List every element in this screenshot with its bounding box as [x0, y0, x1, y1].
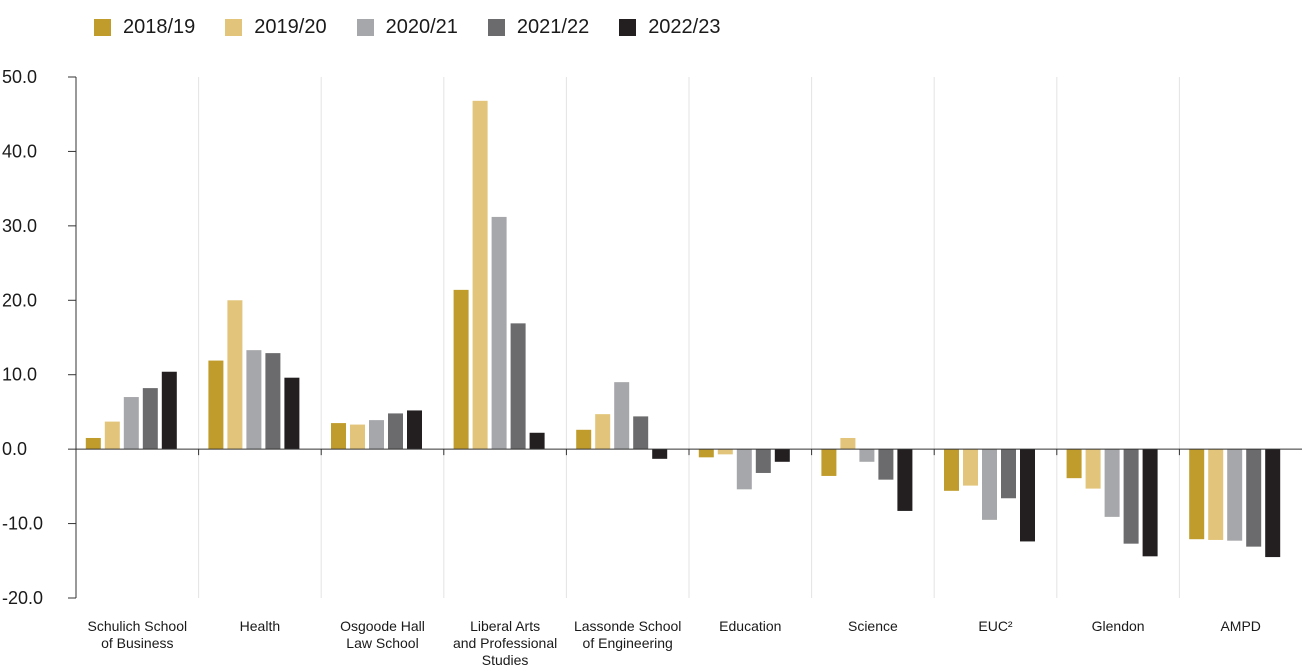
x-category-label: Lassonde School [574, 618, 681, 634]
bar-2020-21-4 [614, 382, 630, 450]
x-category-label: of Engineering [583, 635, 673, 651]
bar-2020-21-1 [246, 350, 262, 450]
bar-2021-22-6 [878, 449, 894, 480]
bar-2019-20-4 [595, 414, 611, 450]
bar-2022-23-8 [1142, 449, 1158, 557]
y-tick-label: 50.0 [2, 67, 37, 87]
x-category-label: AMPD [1220, 618, 1260, 634]
bar-2019-20-2 [350, 424, 365, 450]
bar-2021-22-5 [755, 449, 771, 473]
legend-item-2019-20: 2019/20 [225, 16, 327, 39]
legend-label-2022-23: 2022/23 [648, 16, 721, 38]
bar-2019-20-8 [1085, 449, 1101, 489]
bar-2019-20-5 [717, 449, 733, 455]
bar-2018-19-0 [85, 437, 101, 450]
legend-label-2020-21: 2020/21 [385, 16, 458, 38]
bar-2020-21-7 [982, 449, 997, 520]
bar-2018-19-7 [944, 449, 959, 491]
bar-2022-23-3 [529, 432, 545, 450]
bar-2019-20-0 [104, 421, 120, 450]
bar-2020-21-6 [859, 449, 875, 462]
bar-2020-21-3 [491, 216, 507, 450]
legend-label-2021-22: 2021/22 [516, 16, 590, 38]
bar-2021-22-7 [1001, 449, 1016, 499]
bar-2020-21-2 [369, 420, 384, 450]
y-tick-label: 40.0 [2, 141, 37, 161]
bar-2018-19-5 [698, 449, 714, 458]
bar-2021-22-9 [1246, 449, 1262, 547]
bar-2019-20-7 [963, 449, 978, 486]
bar-2018-19-9 [1189, 449, 1205, 540]
legend-item-2022-23: 2022/23 [619, 16, 720, 39]
bar-2021-22-0 [142, 388, 158, 450]
bar-2021-22-3 [510, 323, 526, 450]
x-category-label: Osgoode Hall [340, 618, 425, 634]
bar-2019-20-1 [227, 300, 243, 450]
bar-2022-23-2 [407, 410, 422, 450]
bar-2021-22-1 [265, 353, 281, 450]
x-category-label: and Professional [453, 635, 557, 651]
bar-2020-21-9 [1227, 449, 1243, 541]
bar-2022-23-5 [774, 449, 790, 462]
x-category-label: Health [240, 618, 280, 634]
x-category-label: Law School [346, 635, 418, 651]
bar-2021-22-4 [633, 416, 649, 450]
x-category-label: Science [848, 618, 898, 634]
bar-2018-19-4 [576, 429, 592, 450]
x-category-label: Glendon [1092, 618, 1145, 634]
bar-2020-21-0 [123, 397, 139, 450]
bar-2022-23-9 [1265, 449, 1281, 558]
bar-2018-19-2 [331, 423, 346, 450]
x-category-label: of Business [101, 635, 173, 651]
legend-swatch-2018-19 [94, 19, 111, 36]
bar-2022-23-0 [161, 371, 177, 450]
bar-2021-22-2 [388, 413, 403, 450]
bar-2022-23-6 [897, 449, 913, 511]
bar-2018-19-1 [208, 360, 224, 450]
bar-2019-20-3 [472, 100, 488, 450]
legend-item-2020-21: 2020/21 [356, 16, 458, 39]
x-category-label: Studies [482, 652, 529, 668]
bar-2020-21-5 [736, 449, 752, 490]
bar-2019-20-9 [1208, 449, 1224, 540]
y-tick-label: 20.0 [2, 290, 37, 310]
legend-label-2019-20: 2019/20 [254, 16, 327, 38]
y-tick-label: 10.0 [2, 365, 37, 385]
bar-2022-23-7 [1020, 449, 1035, 542]
legend-item-2021-22: 2021/22 [487, 16, 590, 39]
legend-item-2018-19: 2018/19 [94, 16, 195, 39]
legend-label-2018-19: 2018/19 [123, 16, 196, 38]
legend-swatch-2019-20 [225, 19, 243, 36]
x-category-label: Education [719, 618, 781, 634]
x-category-label: EUC² [978, 618, 1013, 634]
x-category-label: Liberal Arts [470, 618, 540, 634]
bar-2018-19-6 [821, 449, 837, 476]
bar-2018-19-3 [453, 289, 469, 450]
x-category-label: Schulich School [87, 618, 187, 634]
legend: 2018/19 2019/20 2020/21 2021/22 2022/23 [94, 16, 750, 39]
bar-2019-20-6 [840, 437, 856, 450]
y-tick-label: -10.0 [2, 514, 43, 534]
y-tick-label: 30.0 [2, 216, 37, 236]
bar-2018-19-8 [1066, 449, 1082, 479]
y-tick-label: -20.0 [2, 588, 43, 608]
bar-2020-21-8 [1104, 449, 1120, 517]
legend-swatch-2020-21 [356, 19, 374, 36]
y-tick-label: 0.0 [2, 439, 27, 459]
bar-2022-23-4 [652, 449, 668, 459]
bar-2022-23-1 [284, 377, 300, 450]
legend-swatch-2022-23 [619, 19, 637, 36]
bar-2021-22-8 [1123, 449, 1139, 544]
legend-swatch-2021-22 [487, 19, 505, 36]
